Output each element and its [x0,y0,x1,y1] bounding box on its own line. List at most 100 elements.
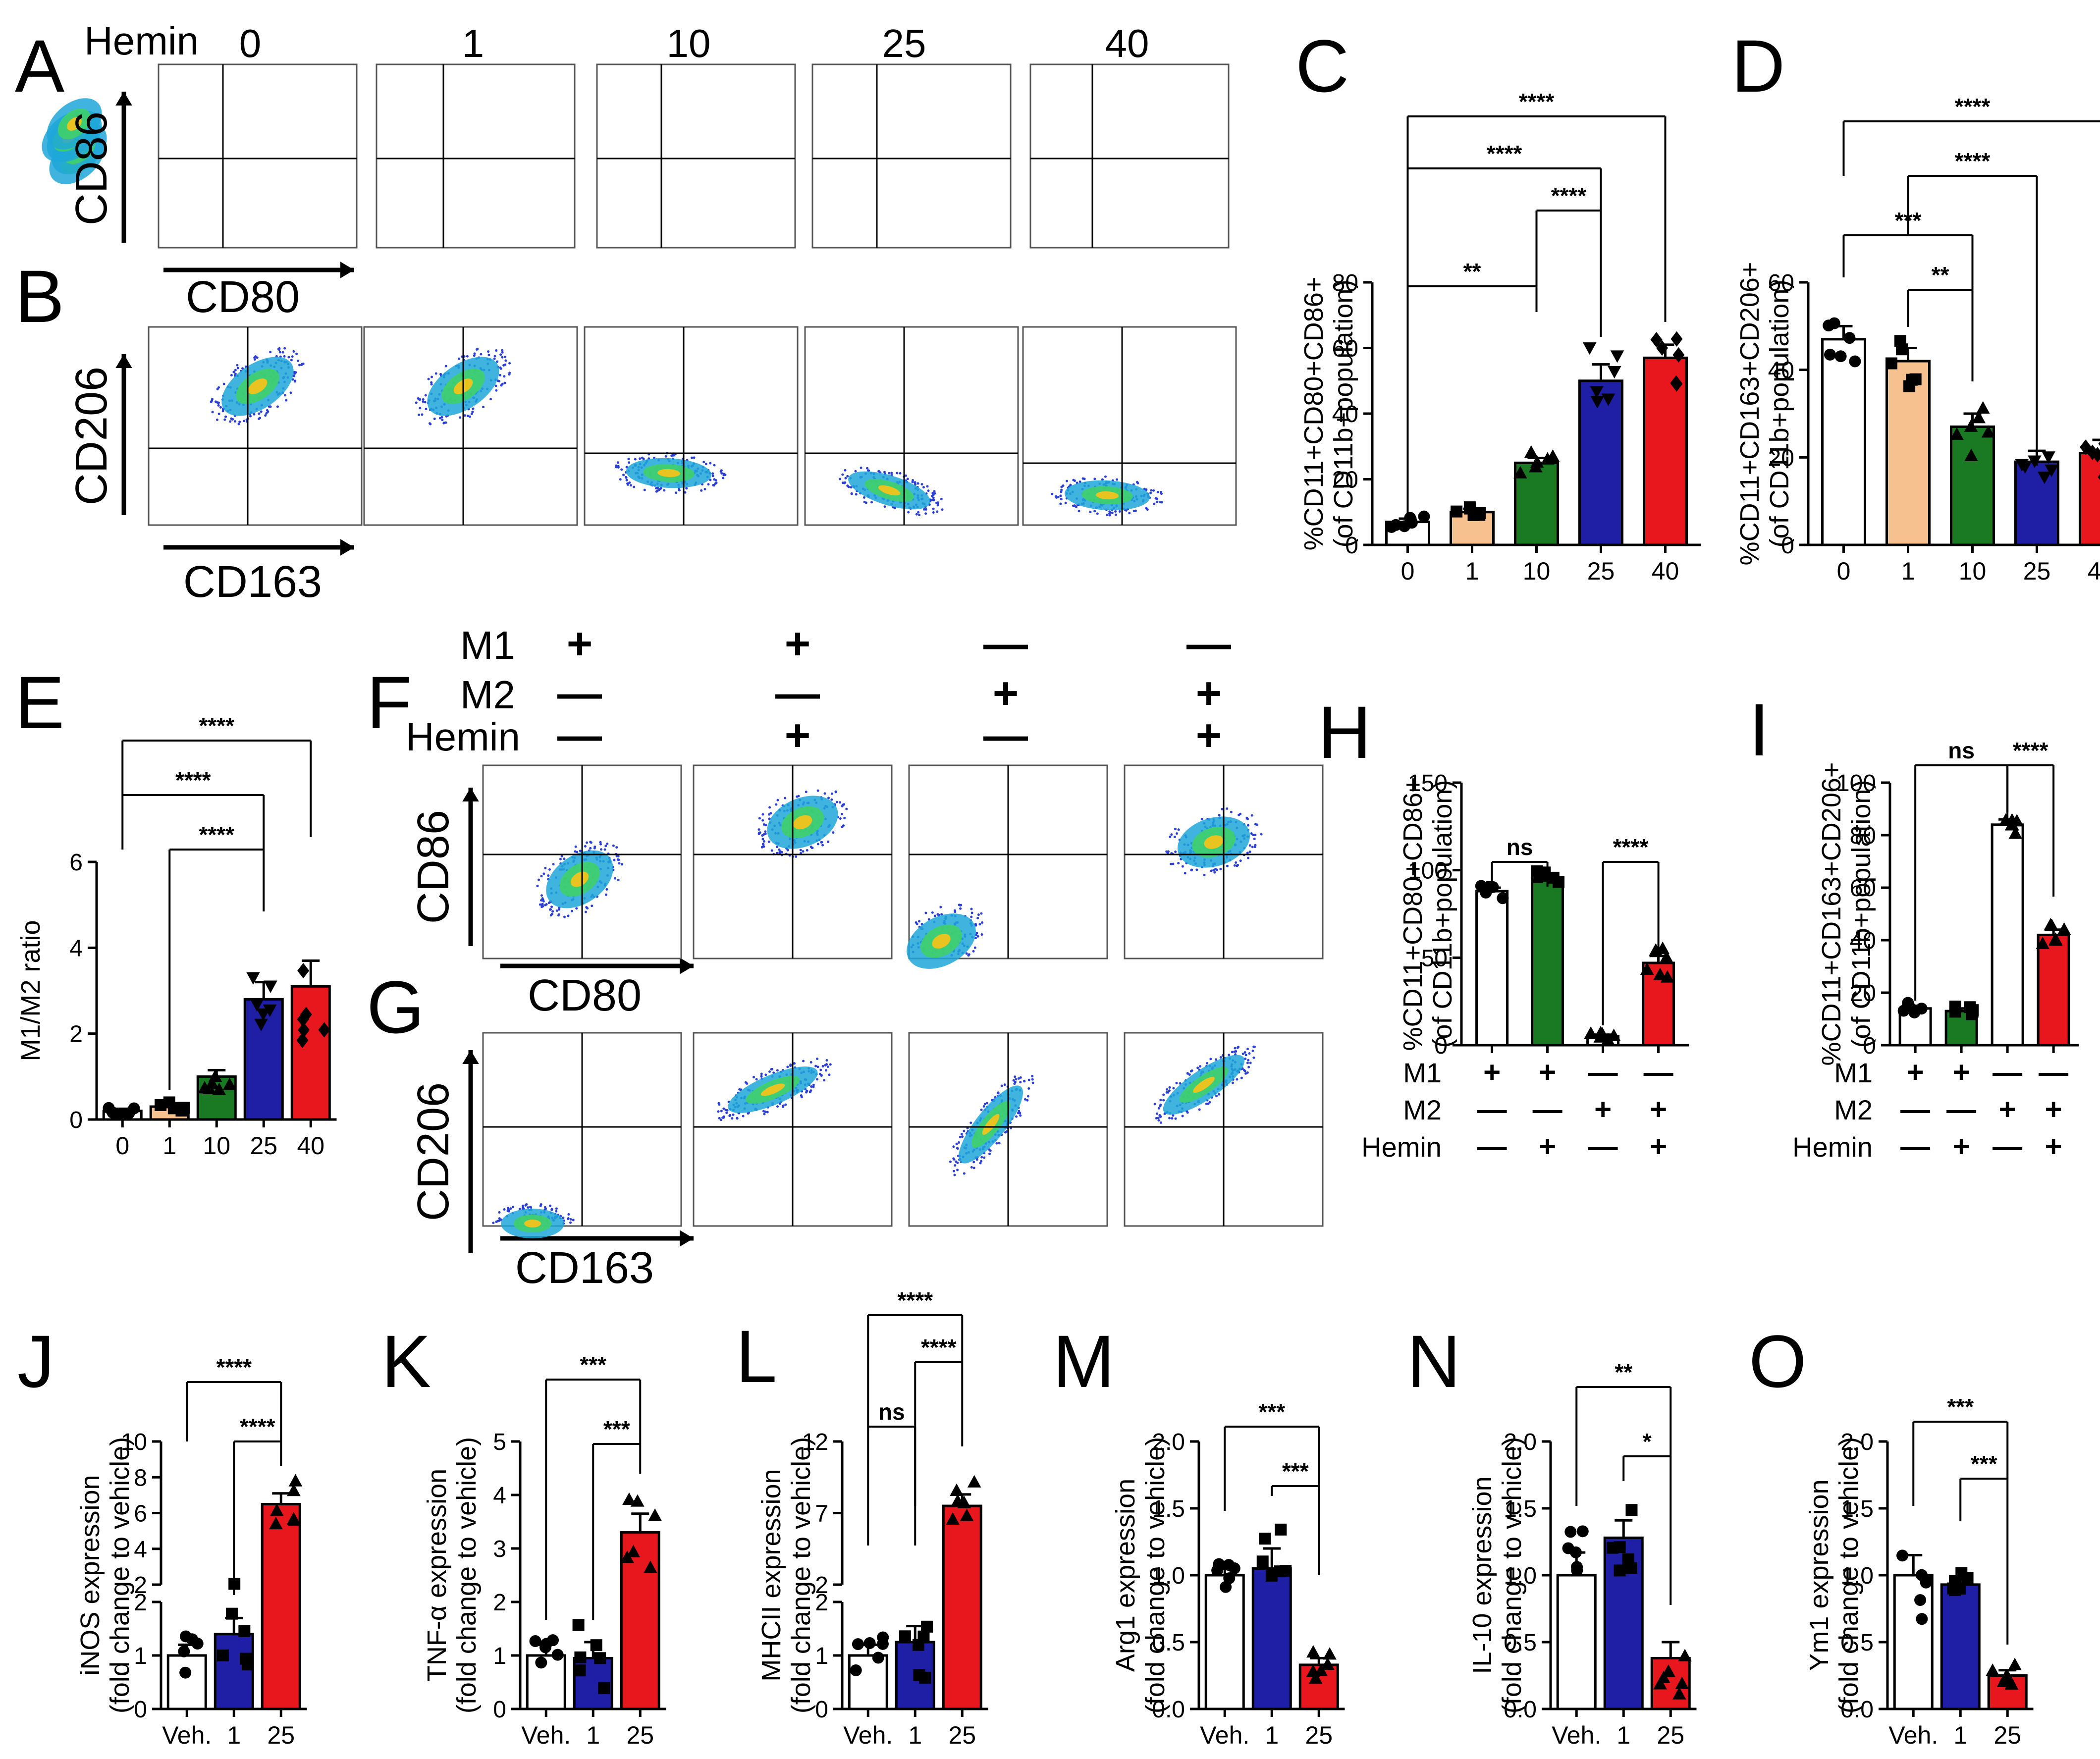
data-point [2008,826,2023,839]
condition-label: M1 [1403,1057,1442,1088]
condition-sign: — [1946,1093,1976,1126]
data-point [238,1625,251,1637]
significance-label: **** [240,1414,275,1439]
data-point [957,1495,971,1508]
condition-label: M1 [460,623,515,667]
significance-label: **** [216,1354,252,1380]
data-point [300,1007,312,1022]
y-axis-label: IL-10 expression [1467,1476,1497,1674]
flow-plot-F [693,764,893,959]
data-point [899,1630,911,1643]
data-point [1601,1032,1615,1045]
significance-label: **** [2013,738,2048,763]
y-axis-label: (of CD11b+population) [1428,780,1457,1048]
flow-plot-A-25 [42,63,1012,249]
x-tick-label: 0 [1401,557,1415,585]
data-point [1981,425,1995,438]
data-point [967,1475,981,1488]
flow-G-x-label: CD163 [515,1243,654,1293]
y-tick-label: 40 [1332,401,1358,427]
data-point [1576,1525,1589,1538]
y-tick-label: 100 [1408,858,1448,884]
data-point [2042,451,2055,464]
data-point [1220,1581,1232,1593]
x-tick-label: 1 [1953,1721,1967,1749]
condition-sign: — [1644,1056,1673,1089]
data-point [1211,1564,1224,1577]
y-axis-label: (fold change to vehicle) [1834,1437,1864,1713]
condition-sign: — [1992,1056,2022,1089]
data-point [246,972,260,985]
data-point [208,1069,222,1082]
y-tick-label: 1.5 [1152,1496,1185,1522]
data-point [239,1652,252,1665]
y-tick-label: 80 [1850,823,1876,849]
data-point [256,1008,270,1021]
data-point [1916,1613,1928,1625]
density-peak [1204,835,1224,849]
panel-letter-j: J [17,1320,54,1403]
data-point [529,1635,541,1648]
flow-A-x-label: CD80 [186,272,300,322]
density-peak [932,934,951,949]
data-point [1964,448,1978,461]
condition-sign: + [1650,1093,1667,1126]
panel-letter-n: N [1407,1320,1460,1403]
panel-letter-d: D [1731,24,1785,107]
data-point [167,1102,180,1115]
significance-label: ** [1463,259,1481,284]
x-tick-label: Veh. [1552,1721,1601,1749]
bar [1531,877,1564,1047]
data-point [1953,1583,1966,1595]
x-tick-label: 25 [2023,557,2051,585]
significance-label: ** [1615,1359,1632,1385]
y-axis-label: (fold change to vehicle) [1497,1437,1527,1713]
plot-frame [584,326,799,526]
data-point [2008,1657,2022,1670]
significance-label: **** [897,1287,933,1313]
condition-label: M2 [1834,1094,1873,1125]
data-point [1885,357,1898,370]
data-point [1524,445,1538,458]
data-point [2038,472,2051,484]
data-point [2045,918,2059,931]
panel-letter-m: M [1053,1320,1115,1403]
data-point [1308,1671,1323,1684]
flow-plot-B-25 [804,326,1019,526]
data-point [1321,1657,1335,1670]
condition-sign: + [1650,1130,1667,1163]
y-axis-arrow [115,92,132,243]
y-tick-label: 2 [134,1590,147,1616]
y-tick-label: 0.5 [1840,1630,1874,1656]
y-axis-label: %CD11+CD163+CD206+ [1817,762,1846,1066]
bar [848,1654,888,1710]
chart-d: 0 20 40 60%CD11+CD163+CD206+ (of CD11b+popul… [1735,94,2100,585]
data-point [622,1492,636,1505]
data-point [2036,936,2050,950]
data-point [1964,419,1978,432]
data-point [598,1682,610,1695]
data-point [852,1638,864,1651]
data-point [1404,512,1416,524]
data-point [264,980,277,993]
data-point [1915,1003,1928,1015]
flow-plot-F [907,764,1108,969]
data-point [1843,332,1856,344]
data-point [1590,396,1605,409]
data-point [1672,1687,1686,1700]
bar [1821,338,1866,546]
y-tick-label: 150 [1408,770,1448,797]
panel-letter-l: L [736,1315,777,1398]
bar [1940,1583,1981,1710]
y-axis-label: (fold change to vehicle) [452,1437,482,1713]
hemin-dose-label: 10 [667,21,711,65]
significance-label: *** [1971,1451,1997,1477]
condition-sign: — [557,711,602,760]
x-tick-label: 1 [908,1721,922,1749]
x-tick-label: 25 [250,1132,277,1160]
data-point [1966,1008,1978,1020]
significance-label: ns [878,1399,905,1425]
y-tick-label: 60 [1850,875,1876,902]
y-tick-label: 2.0 [1504,1429,1537,1455]
bar [1251,1567,1292,1710]
